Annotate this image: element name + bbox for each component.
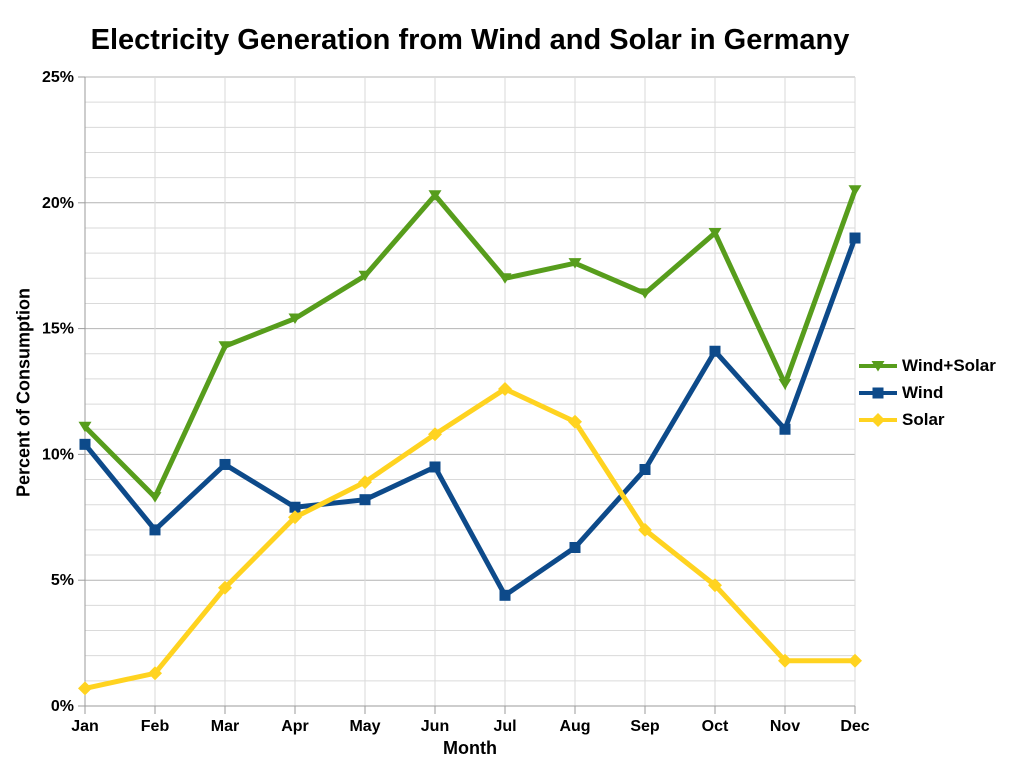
svg-text:Mar: Mar — [211, 718, 239, 735]
svg-text:Jun: Jun — [421, 718, 449, 735]
legend-label: Wind+Solar — [902, 355, 996, 375]
svg-text:5%: 5% — [51, 572, 74, 589]
legend-label: Wind — [902, 382, 944, 402]
svg-text:0%: 0% — [51, 698, 74, 715]
svg-text:Jul: Jul — [493, 718, 516, 735]
svg-text:Oct: Oct — [702, 718, 729, 735]
svg-text:Aug: Aug — [559, 718, 590, 735]
legend-item-solar: Solar — [858, 406, 996, 433]
svg-text:15%: 15% — [42, 321, 74, 338]
wind-series-marker-icon — [859, 387, 897, 398]
svg-text:May: May — [349, 718, 380, 735]
svg-text:Apr: Apr — [281, 718, 309, 735]
svg-text:10%: 10% — [42, 446, 74, 463]
legend: Wind+Solar Wind Solar — [858, 352, 996, 433]
svg-text:Sep: Sep — [630, 718, 660, 735]
svg-text:25%: 25% — [42, 69, 74, 86]
chart-title: Electricity Generation from Wind and Sol… — [90, 24, 850, 56]
svg-text:Nov: Nov — [770, 718, 800, 735]
svg-text:20%: 20% — [42, 195, 74, 212]
wind-solar-series-marker-icon — [859, 360, 897, 371]
svg-text:Jan: Jan — [71, 718, 99, 735]
y-axis-title: Percent of Consumption — [13, 288, 34, 498]
svg-text:Dec: Dec — [840, 718, 869, 735]
legend-label: Solar — [902, 409, 945, 429]
svg-text:Feb: Feb — [141, 718, 170, 735]
legend-item-wind-solar: Wind+Solar — [858, 352, 996, 379]
legend-item-wind: Wind — [858, 379, 996, 406]
x-axis-title: Month — [443, 738, 497, 758]
solar-series-marker-icon — [859, 412, 897, 427]
